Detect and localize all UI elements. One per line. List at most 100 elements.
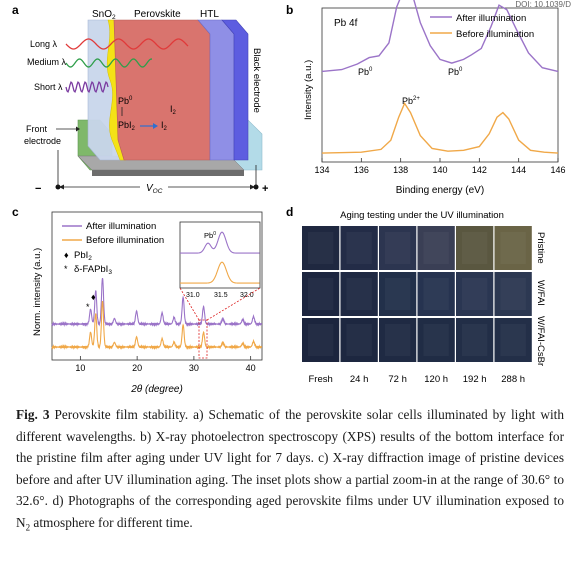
sno2-label: SnO2 <box>92 9 116 21</box>
photo-0-3 <box>417 226 455 270</box>
i2-label-2: I2 <box>170 104 177 116</box>
photo-film-0-2 <box>385 232 411 264</box>
htl-label: HTL <box>200 9 219 20</box>
panel-b: b 134 136 138 140 142 144 146 Pb 4f After illu… <box>286 0 566 196</box>
front-electrode-label-2: electrode <box>24 136 61 146</box>
marker-pbi2-peak: ♦ <box>91 292 96 302</box>
col-label-5: 288 h <box>501 374 525 385</box>
panel-b-ylabel: Intensity (a.u.) <box>303 60 314 120</box>
photo-0-1 <box>340 226 378 270</box>
wave-label-long: Long λ <box>30 39 58 49</box>
panel-d-label: d <box>286 205 293 219</box>
photo-0-0 <box>302 226 340 270</box>
c-xtick-label-10: 10 <box>75 363 85 373</box>
c-legend-after-label: After illumination <box>86 221 156 232</box>
col-label-2: 72 h <box>388 374 407 385</box>
photo-film-0-4 <box>462 232 488 264</box>
figure-caption: Fig. 3 Perovskite film stability. a) Sch… <box>16 404 564 539</box>
photo-1-4 <box>456 272 494 316</box>
minus-terminal: − <box>35 183 41 195</box>
wave-label-short: Short λ <box>34 82 63 92</box>
panel-c-label: c <box>12 205 19 219</box>
panel-d: d Aging testing under the UV illuminatio… <box>286 205 546 385</box>
photo-film-1-4 <box>462 278 488 310</box>
marker-dfa-peak: * <box>86 302 90 312</box>
panel-b-title: Pb 4f <box>334 18 358 29</box>
photo-film-1-2 <box>385 278 411 310</box>
row-label-wfai-csbr: W/FAI-CsBr <box>535 316 546 366</box>
panel-b-xlabel: Binding energy (eV) <box>396 185 484 196</box>
legend-dfa-label: δ-FAPbI3 <box>74 264 112 276</box>
b-xtick-label-144: 144 <box>511 165 526 175</box>
pbi2-to-i2-arrowhead <box>153 123 158 129</box>
b-xtick-label-136: 136 <box>354 165 369 175</box>
front-electrode-label-1: Front <box>26 124 48 134</box>
voc-arrowhead-left <box>59 184 64 190</box>
photo-2-1 <box>340 318 378 362</box>
photo-0-4 <box>456 226 494 270</box>
col-label-1: 24 h <box>350 374 369 385</box>
zoom-region-box <box>198 319 208 359</box>
panel-c-axes-frame <box>51 211 263 361</box>
legend-after-label: After illumination <box>456 13 526 24</box>
long-wave <box>65 38 189 50</box>
black-electrode <box>221 19 249 161</box>
panel-a-label: a <box>12 3 19 17</box>
col-label-0: Fresh <box>309 374 333 385</box>
figure-3: a SnO2 Perovskite HTL Black electrode Fr… <box>12 0 566 395</box>
photo-film-1-1 <box>346 278 372 310</box>
glass-base <box>92 170 244 176</box>
b-xtick-label-134: 134 <box>314 165 329 175</box>
panel-a: a SnO2 Perovskite HTL Black electrode Fr… <box>12 3 268 195</box>
ann-pb0-left: Pb0 <box>358 67 373 77</box>
col-label-3: 120 h <box>424 374 448 385</box>
xrd-before-line <box>51 300 263 350</box>
perovskite-layer <box>113 19 211 161</box>
plus-terminal: + <box>262 183 268 195</box>
photo-film-1-3 <box>423 278 449 310</box>
photo-1-0 <box>302 272 340 316</box>
caption-n2-sub: 2 <box>25 522 31 533</box>
photo-film-1-5 <box>500 278 526 310</box>
pbi2-label: PbI2 <box>118 120 136 132</box>
legend-before-label: Before illumination <box>456 29 534 40</box>
short-wave <box>65 80 109 94</box>
perovskite-label: Perovskite <box>134 9 181 20</box>
photo-0-5 <box>494 226 532 270</box>
photo-2-4 <box>456 318 494 362</box>
panel-c-ticks: 10 20 30 40 <box>75 356 256 373</box>
b-xtick-label-146: 146 <box>550 165 565 175</box>
voc-label: VOC <box>146 183 163 195</box>
col-label-4: 192 h <box>463 374 487 385</box>
panel-c: c 10 20 30 40 After illumination Before ill… <box>12 205 263 395</box>
photo-film-0-5 <box>500 232 526 264</box>
xrd-after-line <box>51 277 263 327</box>
xps-before-line <box>321 101 559 154</box>
photo-grid <box>302 226 532 362</box>
photo-1-5 <box>494 272 532 316</box>
inset-tick-1: 31.0 <box>186 292 200 299</box>
photo-film-0-3 <box>423 232 449 264</box>
i2-label-1: I2 <box>161 120 168 132</box>
column-labels: Fresh 24 h 72 h 120 h 192 h 288 h <box>309 374 526 385</box>
photo-2-2 <box>379 318 417 362</box>
panel-c-xlabel: 2θ (degree) <box>130 384 183 395</box>
panel-b-ticks: 134 136 138 140 142 144 146 <box>314 158 566 175</box>
c-xtick-label-40: 40 <box>246 363 256 373</box>
ann-pb2plus: Pb2+ <box>402 96 420 106</box>
doi-text: DOI: 10.1039/D <box>515 0 571 9</box>
caption-tail: atmosphere for different time. <box>30 514 193 530</box>
photo-1-1 <box>340 272 378 316</box>
panel-d-title: Aging testing under the UV illumination <box>340 210 504 221</box>
inset-pb0-label: Pb0 <box>204 231 216 240</box>
b-xtick-label-140: 140 <box>432 165 447 175</box>
legend-pbi2-marker: ♦ <box>64 250 69 260</box>
legend-dfa-marker: * <box>64 264 68 274</box>
photo-2-0 <box>302 318 340 362</box>
ann-pb0-right: Pb0 <box>448 67 463 77</box>
voc-arrowhead-right <box>250 184 255 190</box>
photo-1-2 <box>379 272 417 316</box>
caption-text: Perovskite film stability. a) Schematic … <box>16 407 564 530</box>
panel-c-ylabel: Norm. intensity (a.u.) <box>32 248 43 336</box>
panel-b-label: b <box>286 3 293 17</box>
